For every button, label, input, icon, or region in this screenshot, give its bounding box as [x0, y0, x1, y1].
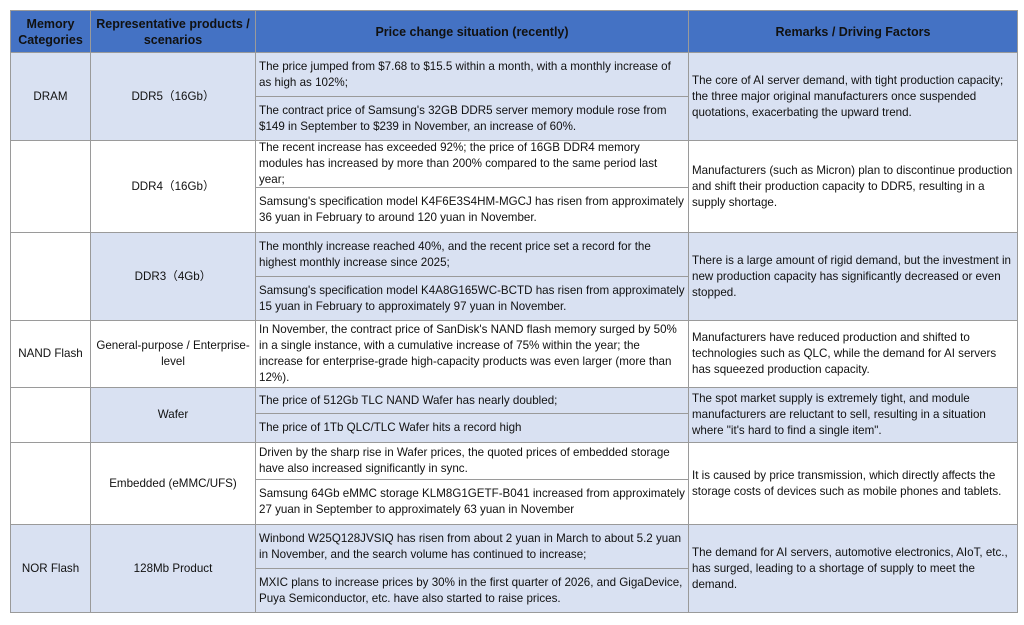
- product-cell: DDR3（4Gb）: [90, 232, 256, 321]
- product-cell: Embedded (eMMC/UFS): [90, 442, 256, 525]
- remark-cell: The spot market supply is extremely tigh…: [688, 387, 1018, 443]
- category-cell: DRAM: [10, 52, 91, 141]
- price-change-cell: Samsung's specification model K4A8G165WC…: [255, 276, 689, 321]
- product-cell: DDR5（16Gb）: [90, 52, 256, 141]
- product-cell: General-purpose / Enterprise-level: [90, 320, 256, 388]
- category-cell: [10, 442, 91, 525]
- category-cell: [10, 387, 91, 443]
- header-remarks: Remarks / Driving Factors: [688, 10, 1018, 53]
- header-price-change: Price change situation (recently): [255, 10, 689, 53]
- category-cell: NAND Flash: [10, 320, 91, 388]
- price-change-cell: Samsung's specification model K4F6E3S4HM…: [255, 187, 689, 233]
- price-change-cell: Winbond W25Q128JVSIQ has risen from abou…: [255, 524, 689, 569]
- price-change-cell: The price jumped from $7.68 to $15.5 wit…: [255, 52, 689, 97]
- header-memory-categories: Memory Categories: [10, 10, 91, 53]
- price-change-cell: MXIC plans to increase prices by 30% in …: [255, 568, 689, 613]
- price-change-cell: Driven by the sharp rise in Wafer prices…: [255, 442, 689, 480]
- price-change-cell: The price of 1Tb QLC/TLC Wafer hits a re…: [255, 413, 689, 443]
- product-cell: DDR4（16Gb）: [90, 140, 256, 233]
- category-cell: [10, 232, 91, 321]
- price-change-cell: The recent increase has exceeded 92%; th…: [255, 140, 689, 188]
- category-cell: NOR Flash: [10, 524, 91, 613]
- remark-cell: It is caused by price transmission, whic…: [688, 442, 1018, 525]
- header-products: Representative products / scenarios: [90, 10, 256, 53]
- remark-cell: There is a large amount of rigid demand,…: [688, 232, 1018, 321]
- price-change-cell: Samsung 64Gb eMMC storage KLM8G1GETF-B04…: [255, 479, 689, 525]
- remark-cell: The demand for AI servers, automotive el…: [688, 524, 1018, 613]
- price-change-cell: In November, the contract price of SanDi…: [255, 320, 689, 388]
- remark-cell: The core of AI server demand, with tight…: [688, 52, 1018, 141]
- remark-cell: Manufacturers have reduced production an…: [688, 320, 1018, 388]
- product-cell: 128Mb Product: [90, 524, 256, 613]
- price-change-cell: The contract price of Samsung's 32GB DDR…: [255, 96, 689, 141]
- category-cell: [10, 140, 91, 233]
- remark-cell: Manufacturers (such as Micron) plan to d…: [688, 140, 1018, 233]
- price-change-cell: The monthly increase reached 40%, and th…: [255, 232, 689, 277]
- price-change-cell: The price of 512Gb TLC NAND Wafer has ne…: [255, 387, 689, 414]
- product-cell: Wafer: [90, 387, 256, 443]
